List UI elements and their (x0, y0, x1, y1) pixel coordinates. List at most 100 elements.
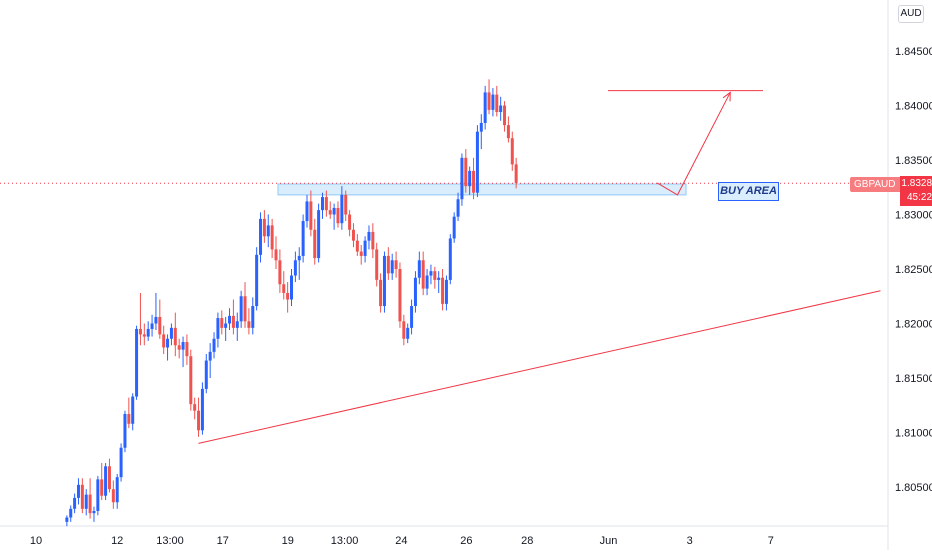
candle-body (348, 215, 351, 230)
candle-body (364, 241, 367, 256)
time-tick-label: 7 (768, 535, 774, 547)
candle (507, 116, 510, 142)
candle-body (220, 318, 223, 328)
price-tick-label: 1.81000 (895, 428, 932, 440)
candle-body (104, 466, 107, 495)
candle-body (464, 158, 467, 186)
candle (174, 313, 177, 357)
currency-badge[interactable]: AUD (898, 5, 924, 23)
candle-body (391, 260, 394, 273)
candle-body (166, 339, 169, 348)
candle-body (143, 334, 146, 336)
candle (499, 97, 502, 121)
candle (491, 88, 494, 116)
candle-body (131, 397, 134, 424)
candle (154, 293, 157, 330)
candle (367, 225, 370, 249)
candles-layer (65, 79, 517, 526)
candle (166, 334, 169, 360)
candle-body (232, 316, 235, 328)
candle-body (313, 230, 316, 258)
candle (259, 212, 262, 262)
candle (426, 269, 429, 295)
candle (92, 507, 95, 522)
candle (313, 219, 316, 265)
candle-body (507, 125, 510, 138)
price-axis[interactable]: 1.845001.840001.835001.830001.825001.820… (888, 0, 932, 550)
candle (244, 282, 247, 328)
candle-body (108, 466, 111, 489)
candle (77, 478, 80, 504)
candle-body (398, 269, 401, 321)
candle (278, 249, 281, 293)
candle (123, 411, 126, 452)
candle (398, 262, 401, 327)
candle (414, 271, 417, 312)
candle-body (182, 342, 185, 350)
candle (422, 252, 425, 296)
last-price-tag: GBPAUD 1.83287 45:22 (850, 176, 932, 206)
bar-countdown: 45:22 (900, 191, 932, 205)
candle-body (247, 321, 250, 328)
candle (275, 236, 278, 269)
candle-body (317, 210, 320, 258)
time-tick-label: 19 (282, 535, 294, 547)
candle (209, 343, 212, 378)
candle (460, 153, 463, 205)
buy-area-text: BUY AREA (720, 185, 777, 197)
candle (336, 201, 339, 227)
candle (317, 204, 320, 263)
candle (321, 193, 324, 219)
candle-body (406, 328, 409, 339)
candle (371, 223, 374, 258)
candle (89, 478, 92, 518)
candle (418, 252, 421, 285)
time-tick-label: 3 (687, 535, 693, 547)
candle (151, 315, 154, 337)
candle-body (356, 241, 359, 252)
buy-area-label[interactable]: BUY AREA (718, 182, 779, 201)
candle-body (275, 249, 278, 260)
candle-body (503, 106, 506, 126)
candle-body (139, 329, 142, 334)
candle-body (282, 284, 285, 293)
candle-body (460, 158, 463, 199)
candle-body (511, 138, 514, 164)
candle (360, 245, 363, 265)
time-tick-label: 10 (30, 535, 42, 547)
candle (135, 326, 138, 400)
candle-body (255, 255, 258, 306)
candle-body (170, 328, 173, 339)
candle-body (379, 280, 382, 306)
candle (147, 321, 150, 341)
time-tick-label: 12 (111, 535, 123, 547)
candle-body (402, 321, 405, 338)
candle-body (251, 306, 254, 328)
candle-body (267, 225, 270, 236)
candle-body (495, 95, 498, 112)
candle-body (433, 271, 436, 280)
candle-body (325, 197, 328, 210)
candle (213, 332, 216, 358)
candle-body (290, 276, 293, 300)
candle (178, 339, 181, 359)
candle-body (69, 509, 72, 518)
candle-body (154, 317, 157, 324)
candle-body (158, 317, 161, 334)
candle-body (422, 260, 425, 288)
candle (282, 271, 285, 299)
candle-body (515, 164, 518, 183)
price-tick-label: 1.82000 (895, 319, 932, 331)
candle (309, 191, 312, 237)
overlay-layer (657, 92, 730, 194)
candle-body (367, 232, 370, 241)
candle (69, 506, 72, 522)
candle (364, 236, 367, 262)
candle (120, 443, 123, 481)
candle (441, 269, 444, 310)
candle (201, 382, 204, 434)
candle-body (197, 411, 200, 431)
